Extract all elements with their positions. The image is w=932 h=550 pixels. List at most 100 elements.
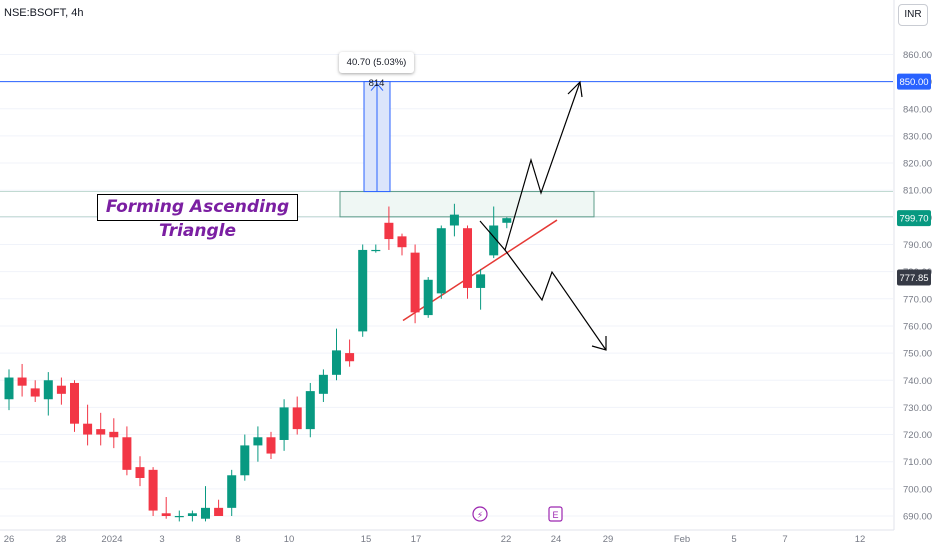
price-tag-bg [897, 269, 931, 286]
price-tick-label: 820.00 [903, 159, 932, 170]
dividend-icon[interactable]: ⚡ [472, 506, 488, 522]
candle-body [240, 445, 250, 476]
candle-body [17, 377, 27, 386]
bullish-arrowhead [567, 80, 583, 98]
price-tick-label: 810.00 [903, 186, 932, 197]
candle [397, 233, 407, 256]
candle [161, 496, 171, 519]
candle-body [489, 225, 499, 256]
price-tag-bg [897, 210, 931, 227]
price-tick-label: 840.00 [903, 104, 932, 115]
candle [122, 426, 132, 476]
dividend-icon-glyph: ⚡ [477, 510, 483, 520]
time-axis: 26 28 2024 3 8 10 15 17 22 24 29 Feb 5 7 12 ⚡ E [0, 506, 894, 545]
candle-body [161, 513, 171, 516]
price-tick-label: 860.00 [903, 50, 932, 61]
candle-body [423, 279, 433, 316]
candle-body [135, 467, 145, 478]
bullish-scenario-arrow [479, 81, 581, 252]
candle [410, 244, 420, 324]
time-tick-label: 12 [855, 534, 866, 545]
candle-body [187, 513, 197, 516]
candle-body [148, 469, 158, 511]
price-tick-label: 830.00 [903, 131, 932, 142]
candle [17, 363, 27, 397]
candle [266, 431, 276, 459]
candle [371, 244, 381, 253]
time-tick-label: 10 [284, 534, 295, 545]
candle [318, 369, 328, 402]
price-tag-label: 777.85 [899, 273, 928, 284]
candle-body [358, 249, 368, 332]
candle [423, 277, 433, 318]
candle-body [4, 377, 14, 400]
candle-body [397, 236, 407, 248]
candle [476, 268, 486, 310]
candle [384, 206, 394, 250]
candle-body [463, 228, 472, 288]
candle-body [305, 391, 315, 430]
time-tick-label: 8 [235, 534, 240, 545]
candle-body [43, 380, 53, 400]
candle [332, 328, 341, 381]
earnings-icon[interactable]: E [548, 506, 563, 522]
candle-body [227, 475, 237, 508]
candle-body [436, 228, 446, 294]
currency-button[interactable]: INR [898, 4, 928, 26]
candle [96, 412, 106, 446]
grid-lines [0, 53, 893, 517]
candle-body [410, 252, 420, 313]
candle-body [201, 507, 210, 519]
candle-body [214, 507, 224, 516]
candle [449, 203, 459, 237]
resistance-zone [339, 191, 595, 218]
pattern-label[interactable]: Forming Ascending Triangle [97, 194, 298, 241]
price-tick-label: 750.00 [903, 349, 932, 360]
time-tick-label: 15 [361, 534, 372, 545]
time-tick-label: 22 [501, 534, 512, 545]
candle [489, 206, 499, 259]
candle-body [122, 437, 132, 470]
projection-arrows [479, 80, 607, 351]
candle [135, 456, 145, 487]
candle [279, 399, 289, 451]
price-tick-label: 700.00 [903, 484, 932, 495]
candle [56, 377, 66, 405]
price-tick-label: 760.00 [903, 321, 932, 332]
candle [4, 369, 14, 411]
candles [4, 203, 512, 522]
price-tag: 777.85 [897, 269, 931, 286]
candle-body [30, 388, 40, 397]
time-tick-label: 3 [159, 534, 164, 545]
price-tick-label: 720.00 [903, 430, 932, 441]
candle [174, 510, 184, 522]
candle [201, 486, 210, 522]
bearish-arrowhead [591, 336, 607, 351]
candle [83, 404, 93, 446]
candle-body [109, 431, 119, 438]
candle [502, 217, 512, 229]
symbol-title[interactable]: NSE:BSOFT, 4h [4, 7, 84, 19]
candle [30, 380, 40, 402]
price-tick-label: 770.00 [903, 294, 932, 305]
candle [109, 418, 119, 449]
time-tick-label: Feb [674, 534, 690, 545]
price-tick-label: 690.00 [903, 512, 932, 523]
candle-body [384, 222, 394, 240]
price-tick-label: 790.00 [903, 240, 932, 251]
candle-body [502, 218, 512, 223]
candle-body [279, 407, 289, 440]
drawing-layer [0, 81, 893, 322]
time-tick-label: 2024 [101, 534, 122, 545]
candle [214, 499, 224, 516]
candle-body [253, 437, 263, 446]
price-tick-label: 730.00 [903, 403, 932, 414]
candle-body [332, 350, 341, 375]
price-tick-label: 710.00 [903, 457, 932, 468]
range-arrow-head [370, 82, 384, 91]
candle [436, 225, 446, 299]
time-tick-label: 29 [603, 534, 614, 545]
candle [253, 426, 263, 462]
candle [187, 510, 197, 522]
